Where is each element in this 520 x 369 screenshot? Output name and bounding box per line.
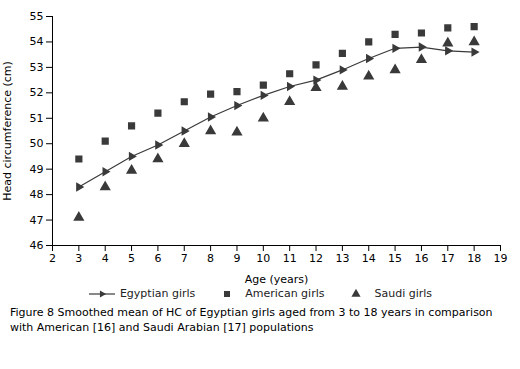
svg-text:46: 46	[30, 239, 44, 252]
svg-text:55: 55	[30, 10, 44, 23]
html-text:American girls: American girls	[245, 287, 325, 300]
svg-text:48: 48	[30, 188, 44, 201]
svg-text:8: 8	[207, 252, 214, 265]
svg-text:47: 47	[30, 214, 44, 227]
svg-text:17: 17	[441, 252, 455, 265]
html-text:Saudi girls: Saudi girls	[374, 287, 433, 300]
svg-text:51: 51	[30, 112, 44, 125]
svg-text:2: 2	[49, 252, 56, 265]
svg-text:7: 7	[181, 252, 188, 265]
svg-text:12: 12	[309, 252, 323, 265]
svg-text:52: 52	[30, 86, 44, 99]
svg-text:Age (years): Age (years)	[245, 273, 309, 286]
html-text:Figure 8 Smoothed mean of HC o: Figure 8 Smoothed mean of HC of Egyptian…	[10, 306, 493, 334]
svg-text:4: 4	[102, 252, 109, 265]
svg-text:6: 6	[154, 252, 161, 265]
svg-text:18: 18	[467, 252, 481, 265]
svg-text:50: 50	[30, 137, 44, 150]
svg-text:Head circumference (cm): Head circumference (cm)	[1, 61, 14, 201]
html-text:Egyptian girls: Egyptian girls	[119, 287, 196, 300]
svg-text:14: 14	[362, 252, 376, 265]
svg-text:54: 54	[30, 35, 44, 48]
svg-text:11: 11	[283, 252, 297, 265]
svg-text:10: 10	[256, 252, 270, 265]
svg-text:13: 13	[335, 252, 349, 265]
svg-text:5: 5	[128, 252, 135, 265]
svg-text:9: 9	[233, 252, 240, 265]
svg-text:15: 15	[388, 252, 402, 265]
svg-text:19: 19	[494, 252, 508, 265]
svg-text:49: 49	[30, 163, 44, 176]
svg-text:53: 53	[30, 61, 44, 74]
svg-text:16: 16	[414, 252, 428, 265]
svg-text:3: 3	[75, 252, 82, 265]
